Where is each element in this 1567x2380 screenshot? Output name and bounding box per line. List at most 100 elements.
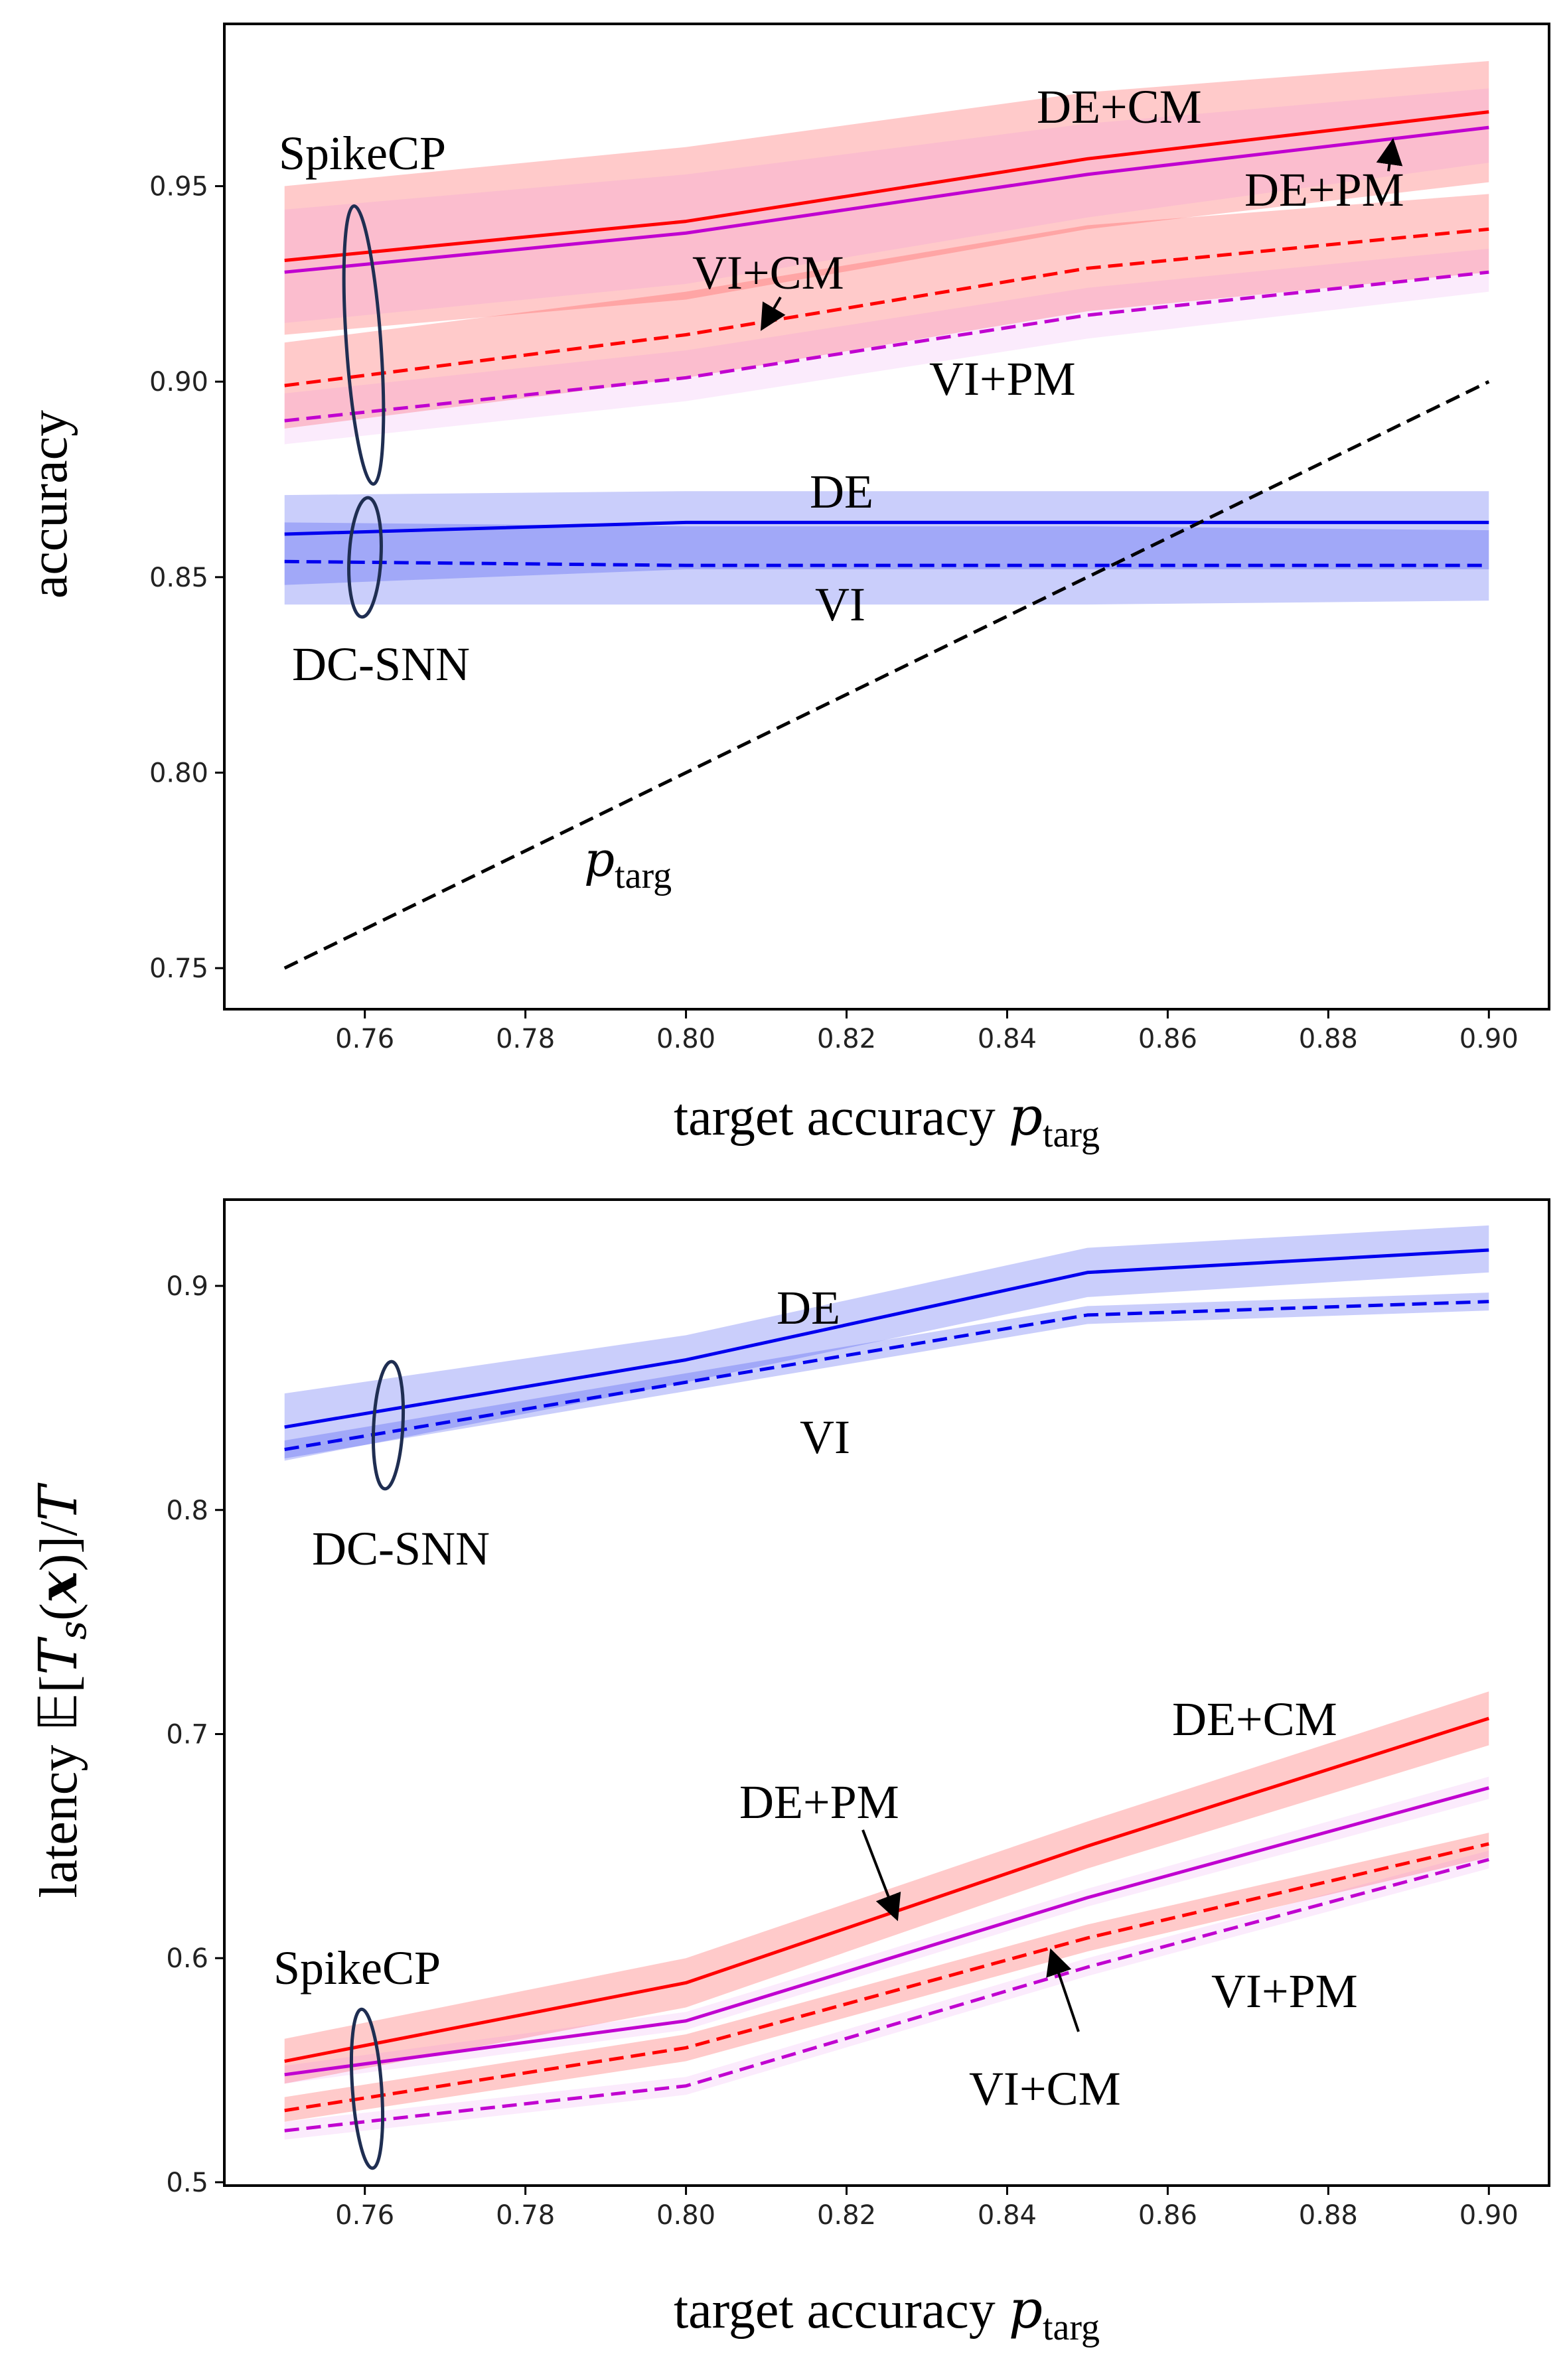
band-de <box>284 491 1489 585</box>
y-axis-label-x: x <box>27 1571 89 1604</box>
x-axis-label: target accuracy ptarg <box>674 2278 1100 2348</box>
y-axis-label: accuracy <box>20 410 78 598</box>
de-pm-label: DE+PM <box>1244 163 1404 216</box>
line-vi-pm <box>284 1858 1489 2133</box>
dcsnn-loop <box>347 496 383 619</box>
de-pm-arrow <box>1376 138 1403 172</box>
line-de-pm <box>284 1786 1489 2077</box>
line-vi-pm <box>284 270 1489 423</box>
y-axis-label-paren: ( <box>30 1603 88 1621</box>
x-axis-ticks: 0.76 0.78 0.80 0.82 0.84 0.86 0.88 0.90 <box>335 1009 1519 1054</box>
confidence-bands <box>284 1225 1489 2140</box>
line-vi-cm <box>284 1842 1489 2113</box>
dcsnn-label: DC-SNN <box>312 1522 490 1575</box>
band-vi <box>284 1293 1489 1459</box>
band-de-pm <box>284 1776 1489 2084</box>
de-pm-arrow <box>861 1829 901 1922</box>
x-tick-label: 0.76 <box>335 2200 394 2231</box>
de-pm-label: DE+PM <box>739 1776 899 1829</box>
y-tick-label: 0.8 <box>166 1496 208 1526</box>
series-lines <box>283 110 1490 970</box>
x-tick-label: 0.84 <box>978 1024 1037 1054</box>
dcsnn-loop <box>371 1360 406 1491</box>
ptarg-label: ptarg <box>584 831 672 896</box>
line-de-cm <box>284 110 1489 263</box>
plot-frame <box>223 1198 1550 2187</box>
x-tick-label: 0.88 <box>1299 2200 1358 2231</box>
spikecp-loop <box>350 2007 384 2170</box>
x-tick-label: 0.88 <box>1299 1024 1358 1054</box>
line-vi <box>284 1300 1489 1452</box>
vi-cm-label: VI+CM <box>969 2062 1121 2115</box>
x-tick-label: 0.84 <box>978 2200 1037 2231</box>
band-vi <box>284 522 1489 605</box>
spikecp-loop <box>342 204 386 486</box>
x-axis-ticks: 0.76 0.78 0.80 0.82 0.84 0.86 0.88 0.90 <box>335 2186 1519 2231</box>
x-tick-label: 0.82 <box>817 1024 876 1054</box>
y-tick-label: 0.9 <box>166 1271 208 1302</box>
x-axis-label: target accuracy ptarg <box>674 1085 1100 1155</box>
line-de-pm <box>284 125 1489 274</box>
line-vi-cm <box>284 227 1489 387</box>
vi-cm-arrow <box>1046 1948 1080 2032</box>
dcsnn-label: DC-SNN <box>292 638 470 691</box>
x-tick-label: 0.80 <box>656 1024 715 1054</box>
x-axis-label-subscript: targ <box>1043 1114 1100 1155</box>
x-tick-label: 0.86 <box>1138 1024 1197 1054</box>
plot-frame <box>223 23 1550 1011</box>
de-cm-label: DE+CM <box>1172 1693 1337 1746</box>
vi-pm-label: VI+PM <box>929 352 1076 405</box>
y-tick-label: 0.90 <box>149 367 208 397</box>
x-axis-label-text: target accuracy <box>674 2281 996 2340</box>
y-tick-label: 0.85 <box>149 563 208 593</box>
de-label: DE <box>810 465 873 518</box>
x-tick-label: 0.78 <box>496 2200 555 2231</box>
x-tick-label: 0.90 <box>1459 2200 1519 2231</box>
latency-panel: 0.76 0.78 0.80 0.82 0.84 0.86 0.88 0.90 0.5 0.6 0… <box>27 1198 1550 2348</box>
y-axis-label-prefix: latency 𝔼[ <box>30 1675 88 1898</box>
band-de <box>284 1225 1489 1461</box>
line-de <box>284 520 1489 536</box>
band-vi-cm <box>284 194 1489 429</box>
y-axis-ticks: 0.75 0.80 0.85 0.90 0.95 <box>149 172 224 984</box>
band-de-cm <box>284 60 1489 335</box>
x-tick-label: 0.78 <box>496 1024 555 1054</box>
vi-cm-arrow <box>760 296 786 331</box>
x-tick-label: 0.86 <box>1138 2200 1197 2231</box>
y-axis-label-s: s <box>52 1621 95 1640</box>
x-axis-label-subscript: targ <box>1043 2307 1100 2348</box>
x-axis-label-symbol: p <box>1009 1085 1043 1147</box>
x-tick-label: 0.82 <box>817 2200 876 2231</box>
y-tick-label: 0.80 <box>149 758 208 788</box>
band-vi-pm <box>284 1851 1489 2140</box>
y-axis-ticks: 0.5 0.6 0.7 0.8 0.9 <box>166 1271 224 2198</box>
de-cm-label: DE+CM <box>1037 80 1202 133</box>
spikecp-label: SpikeCP <box>273 1941 441 1995</box>
y-tick-label: 0.6 <box>166 1943 208 1974</box>
line-de <box>284 1248 1489 1429</box>
vi-label: VI <box>815 578 865 631</box>
ptarg-subscript: targ <box>615 855 672 896</box>
vi-label: VI <box>800 1411 850 1464</box>
y-axis-label-suffix: )]/ <box>30 1521 88 1571</box>
vi-cm-label: VI+CM <box>692 246 844 299</box>
line-p-targ <box>283 380 1490 970</box>
confidence-bands <box>284 60 1489 605</box>
band-de-cm <box>284 1691 1489 2084</box>
accuracy-panel: 0.76 0.78 0.80 0.82 0.84 0.86 0.88 0.90 0.75 0.8… <box>20 23 1550 1155</box>
y-tick-label: 0.5 <box>166 2168 208 2198</box>
x-tick-label: 0.90 <box>1459 1024 1519 1054</box>
y-tick-label: 0.75 <box>149 953 208 984</box>
x-tick-label: 0.80 <box>656 2200 715 2231</box>
series-lines <box>284 1248 1490 2133</box>
vi-pm-label: VI+PM <box>1211 1965 1358 2018</box>
y-tick-label: 0.95 <box>149 172 208 202</box>
band-vi-cm <box>284 1833 1489 2122</box>
de-label: DE <box>777 1281 840 1334</box>
line-vi <box>284 559 1489 567</box>
y-axis-label-T: T <box>27 1636 89 1675</box>
y-axis-label-T2: T <box>27 1482 89 1521</box>
band-vi-pm <box>284 248 1489 445</box>
y-axis-label: latency 𝔼[Ts(x)]/T <box>27 1482 95 1898</box>
